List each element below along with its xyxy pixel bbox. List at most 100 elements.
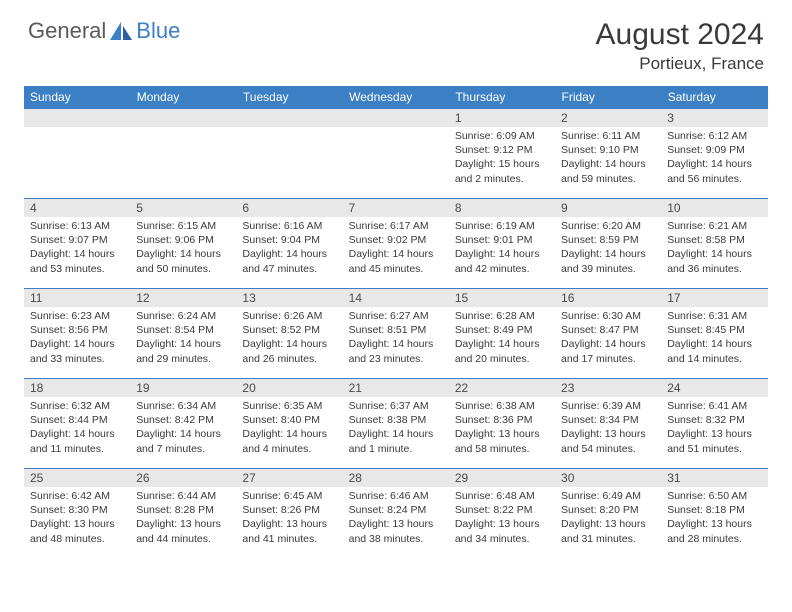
calendar-cell: 21Sunrise: 6:37 AMSunset: 8:38 PMDayligh…	[343, 379, 449, 469]
day-number-empty	[343, 109, 449, 127]
daylight-line: Daylight: 15 hours and 2 minutes.	[455, 158, 540, 184]
day-number: 29	[449, 469, 555, 487]
day-number-empty	[236, 109, 342, 127]
day-number: 21	[343, 379, 449, 397]
calendar-cell: 5Sunrise: 6:15 AMSunset: 9:06 PMDaylight…	[130, 199, 236, 289]
day-details: Sunrise: 6:48 AMSunset: 8:22 PMDaylight:…	[449, 487, 555, 550]
daylight-line: Daylight: 14 hours and 50 minutes.	[136, 248, 221, 274]
sunset-line: Sunset: 8:58 PM	[667, 234, 745, 246]
calendar-cell: 9Sunrise: 6:20 AMSunset: 8:59 PMDaylight…	[555, 199, 661, 289]
sunset-line: Sunset: 8:18 PM	[667, 504, 745, 516]
day-number: 18	[24, 379, 130, 397]
sunset-line: Sunset: 8:51 PM	[349, 324, 427, 336]
daylight-line: Daylight: 13 hours and 38 minutes.	[349, 518, 434, 544]
sunset-line: Sunset: 8:24 PM	[349, 504, 427, 516]
sunrise-line: Sunrise: 6:32 AM	[30, 400, 110, 412]
sunrise-line: Sunrise: 6:27 AM	[349, 310, 429, 322]
daylight-line: Daylight: 14 hours and 29 minutes.	[136, 338, 221, 364]
day-number: 20	[236, 379, 342, 397]
day-header: Friday	[555, 86, 661, 109]
daylight-line: Daylight: 14 hours and 42 minutes.	[455, 248, 540, 274]
day-number: 3	[661, 109, 767, 127]
daylight-line: Daylight: 14 hours and 47 minutes.	[242, 248, 327, 274]
calendar-cell: 15Sunrise: 6:28 AMSunset: 8:49 PMDayligh…	[449, 289, 555, 379]
sunset-line: Sunset: 8:34 PM	[561, 414, 639, 426]
day-details: Sunrise: 6:30 AMSunset: 8:47 PMDaylight:…	[555, 307, 661, 370]
sunset-line: Sunset: 8:45 PM	[667, 324, 745, 336]
daylight-line: Daylight: 14 hours and 17 minutes.	[561, 338, 646, 364]
calendar-week: 18Sunrise: 6:32 AMSunset: 8:44 PMDayligh…	[24, 379, 768, 469]
day-details: Sunrise: 6:32 AMSunset: 8:44 PMDaylight:…	[24, 397, 130, 460]
sunset-line: Sunset: 8:52 PM	[242, 324, 320, 336]
sunset-line: Sunset: 9:06 PM	[136, 234, 214, 246]
sunrise-line: Sunrise: 6:21 AM	[667, 220, 747, 232]
day-details: Sunrise: 6:19 AMSunset: 9:01 PMDaylight:…	[449, 217, 555, 280]
calendar-cell: 29Sunrise: 6:48 AMSunset: 8:22 PMDayligh…	[449, 469, 555, 559]
day-number: 16	[555, 289, 661, 307]
day-details: Sunrise: 6:11 AMSunset: 9:10 PMDaylight:…	[555, 127, 661, 190]
day-header: Saturday	[661, 86, 767, 109]
calendar-cell: 12Sunrise: 6:24 AMSunset: 8:54 PMDayligh…	[130, 289, 236, 379]
day-number: 31	[661, 469, 767, 487]
daylight-line: Daylight: 13 hours and 41 minutes.	[242, 518, 327, 544]
sunrise-line: Sunrise: 6:48 AM	[455, 490, 535, 502]
day-number-empty	[24, 109, 130, 127]
calendar-cell: 8Sunrise: 6:19 AMSunset: 9:01 PMDaylight…	[449, 199, 555, 289]
calendar-cell: 7Sunrise: 6:17 AMSunset: 9:02 PMDaylight…	[343, 199, 449, 289]
sunrise-line: Sunrise: 6:49 AM	[561, 490, 641, 502]
sunset-line: Sunset: 8:26 PM	[242, 504, 320, 516]
logo: General Blue	[28, 18, 180, 44]
sunset-line: Sunset: 8:22 PM	[455, 504, 533, 516]
calendar-cell	[236, 109, 342, 199]
calendar-cell: 30Sunrise: 6:49 AMSunset: 8:20 PMDayligh…	[555, 469, 661, 559]
daylight-line: Daylight: 14 hours and 11 minutes.	[30, 428, 115, 454]
day-details: Sunrise: 6:42 AMSunset: 8:30 PMDaylight:…	[24, 487, 130, 550]
calendar-week: 4Sunrise: 6:13 AMSunset: 9:07 PMDaylight…	[24, 199, 768, 289]
daylight-line: Daylight: 14 hours and 56 minutes.	[667, 158, 752, 184]
daylight-line: Daylight: 13 hours and 31 minutes.	[561, 518, 646, 544]
day-number: 5	[130, 199, 236, 217]
sunset-line: Sunset: 9:09 PM	[667, 144, 745, 156]
day-number: 15	[449, 289, 555, 307]
sunrise-line: Sunrise: 6:16 AM	[242, 220, 322, 232]
day-details: Sunrise: 6:27 AMSunset: 8:51 PMDaylight:…	[343, 307, 449, 370]
sunrise-line: Sunrise: 6:19 AM	[455, 220, 535, 232]
daylight-line: Daylight: 13 hours and 54 minutes.	[561, 428, 646, 454]
daylight-line: Daylight: 14 hours and 36 minutes.	[667, 248, 752, 274]
sunset-line: Sunset: 8:54 PM	[136, 324, 214, 336]
sunset-line: Sunset: 8:28 PM	[136, 504, 214, 516]
day-number: 28	[343, 469, 449, 487]
sunrise-line: Sunrise: 6:46 AM	[349, 490, 429, 502]
calendar-cell: 24Sunrise: 6:41 AMSunset: 8:32 PMDayligh…	[661, 379, 767, 469]
calendar-cell: 20Sunrise: 6:35 AMSunset: 8:40 PMDayligh…	[236, 379, 342, 469]
daylight-line: Daylight: 14 hours and 4 minutes.	[242, 428, 327, 454]
sunset-line: Sunset: 8:30 PM	[30, 504, 108, 516]
sunrise-line: Sunrise: 6:50 AM	[667, 490, 747, 502]
sunset-line: Sunset: 8:42 PM	[136, 414, 214, 426]
day-number-empty	[130, 109, 236, 127]
calendar-cell: 19Sunrise: 6:34 AMSunset: 8:42 PMDayligh…	[130, 379, 236, 469]
daylight-line: Daylight: 14 hours and 26 minutes.	[242, 338, 327, 364]
day-number: 13	[236, 289, 342, 307]
daylight-line: Daylight: 14 hours and 33 minutes.	[30, 338, 115, 364]
sunset-line: Sunset: 8:38 PM	[349, 414, 427, 426]
title-block: August 2024 Portieux, France	[596, 18, 764, 74]
day-details: Sunrise: 6:15 AMSunset: 9:06 PMDaylight:…	[130, 217, 236, 280]
day-number: 10	[661, 199, 767, 217]
day-details: Sunrise: 6:16 AMSunset: 9:04 PMDaylight:…	[236, 217, 342, 280]
sunrise-line: Sunrise: 6:28 AM	[455, 310, 535, 322]
day-details: Sunrise: 6:12 AMSunset: 9:09 PMDaylight:…	[661, 127, 767, 190]
calendar-cell: 13Sunrise: 6:26 AMSunset: 8:52 PMDayligh…	[236, 289, 342, 379]
calendar-table: SundayMondayTuesdayWednesdayThursdayFrid…	[24, 86, 768, 559]
calendar-cell: 26Sunrise: 6:44 AMSunset: 8:28 PMDayligh…	[130, 469, 236, 559]
day-number: 27	[236, 469, 342, 487]
calendar-cell: 11Sunrise: 6:23 AMSunset: 8:56 PMDayligh…	[24, 289, 130, 379]
day-details: Sunrise: 6:35 AMSunset: 8:40 PMDaylight:…	[236, 397, 342, 460]
day-number: 22	[449, 379, 555, 397]
day-details: Sunrise: 6:37 AMSunset: 8:38 PMDaylight:…	[343, 397, 449, 460]
sunset-line: Sunset: 9:12 PM	[455, 144, 533, 156]
sunset-line: Sunset: 8:47 PM	[561, 324, 639, 336]
daylight-line: Daylight: 14 hours and 53 minutes.	[30, 248, 115, 274]
day-details: Sunrise: 6:24 AMSunset: 8:54 PMDaylight:…	[130, 307, 236, 370]
day-details: Sunrise: 6:26 AMSunset: 8:52 PMDaylight:…	[236, 307, 342, 370]
